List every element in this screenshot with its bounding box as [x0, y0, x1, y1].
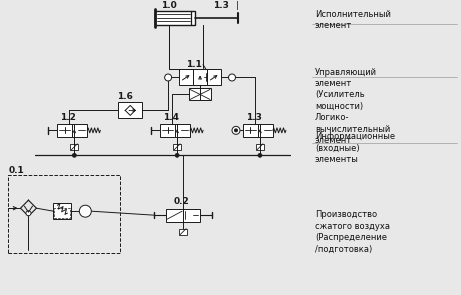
Text: 1.3: 1.3 [246, 113, 262, 122]
Bar [183, 209, 200, 222]
Bar [173, 144, 181, 150]
Bar [207, 70, 221, 86]
Circle shape [26, 211, 31, 216]
Bar [155, 11, 195, 24]
Text: 1.0: 1.0 [161, 1, 177, 10]
Circle shape [175, 153, 179, 157]
Circle shape [72, 153, 77, 157]
Circle shape [229, 74, 236, 81]
Bar [175, 124, 190, 137]
Bar [57, 124, 72, 137]
Bar [8, 175, 120, 253]
Circle shape [232, 126, 240, 134]
Bar [160, 124, 175, 137]
Circle shape [235, 129, 237, 132]
Text: Производство
сжатого воздуха
(Распределение
/подготовка): Производство сжатого воздуха (Распределе… [315, 210, 390, 253]
Circle shape [165, 74, 171, 81]
Text: |: | [236, 1, 238, 10]
Bar [54, 208, 71, 218]
Text: 1.2: 1.2 [60, 113, 77, 122]
Bar [71, 144, 78, 150]
Text: Информационные
(входные)
элементы: Информационные (входные) элементы [315, 132, 395, 164]
Bar [53, 203, 71, 219]
Bar [189, 88, 211, 100]
Bar [166, 209, 183, 222]
Bar [193, 70, 207, 86]
Bar [179, 229, 187, 235]
Text: 0.2: 0.2 [173, 197, 189, 206]
Bar [256, 144, 264, 150]
Text: 0.1: 0.1 [9, 166, 24, 175]
Text: 1.4: 1.4 [163, 113, 179, 122]
Bar [258, 124, 273, 137]
Text: 1.3: 1.3 [213, 1, 229, 10]
Circle shape [79, 205, 91, 217]
Bar [243, 124, 258, 137]
Bar [179, 70, 193, 86]
Bar [118, 102, 142, 118]
Bar [72, 124, 87, 137]
Circle shape [258, 153, 262, 157]
Text: 1.1: 1.1 [186, 60, 202, 69]
Text: Исполнительный
элемент: Исполнительный элемент [315, 10, 390, 30]
Text: Управляющий
элемент
(Усилитель
мощности)
Логико-
вычислительный
элемент: Управляющий элемент (Усилитель мощности)… [315, 68, 390, 145]
Text: 1.6: 1.6 [117, 92, 133, 101]
